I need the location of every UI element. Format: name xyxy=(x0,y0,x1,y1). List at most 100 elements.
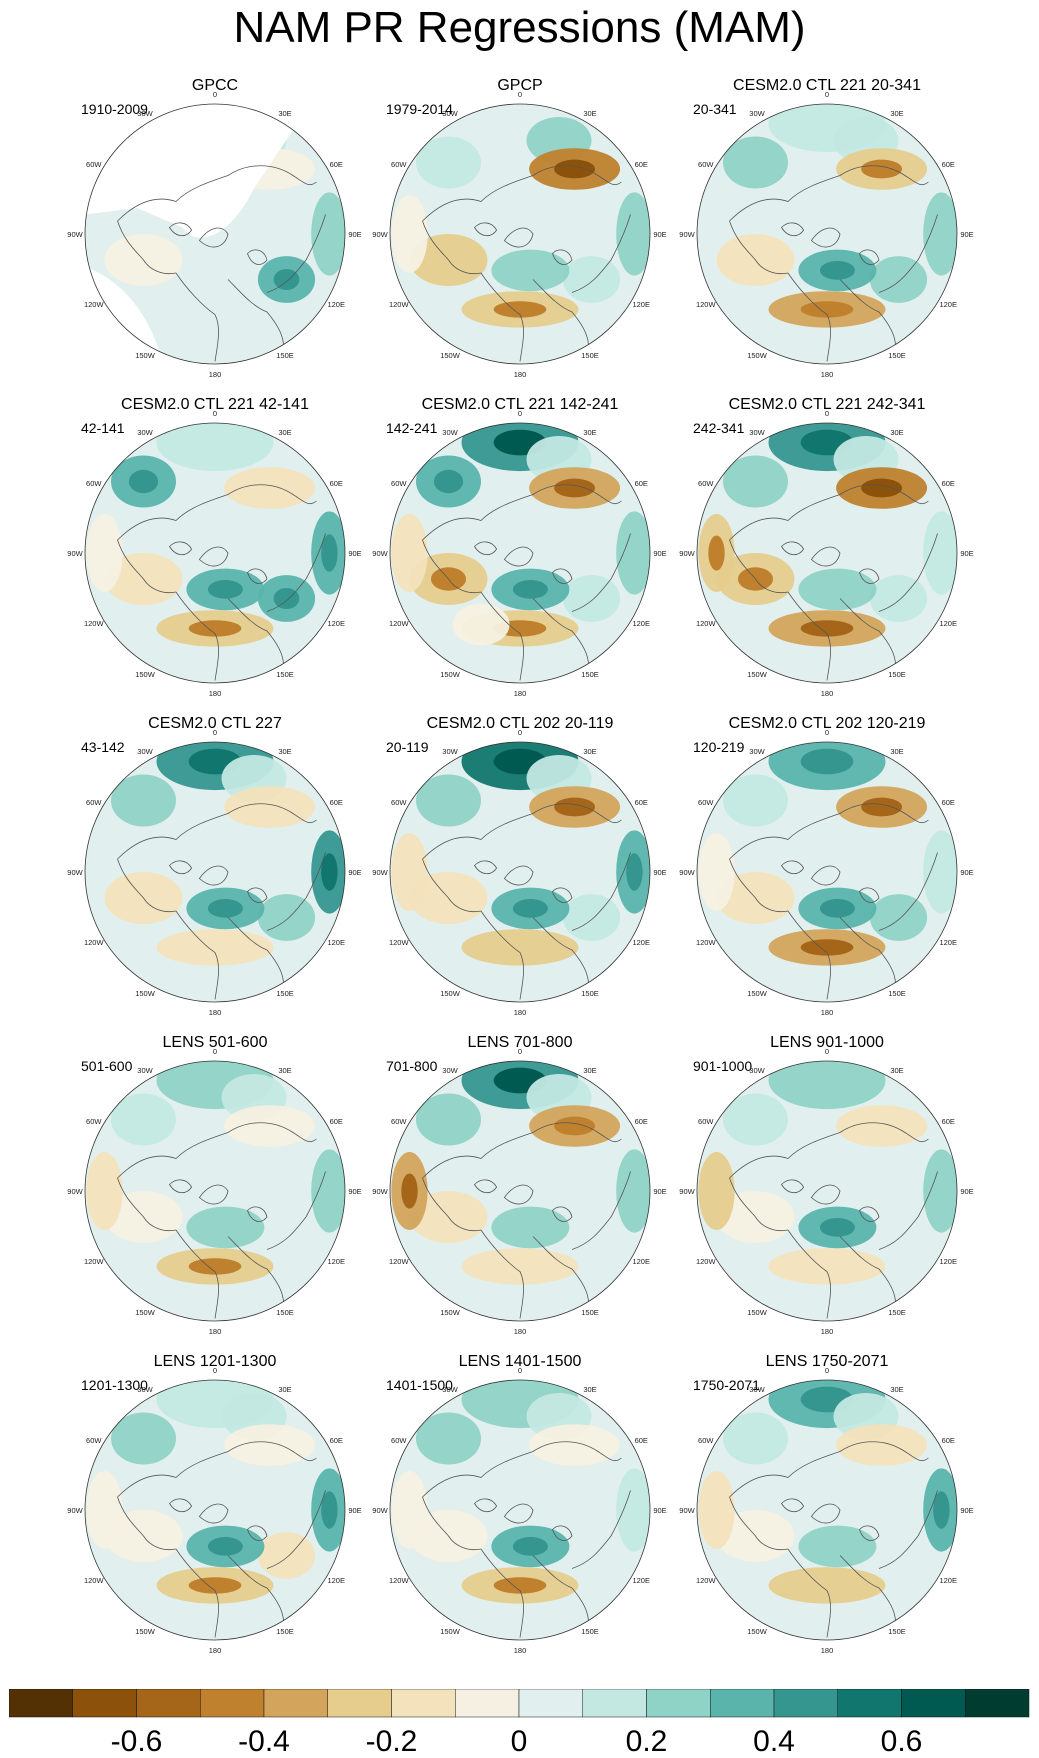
longitude-label: 120W xyxy=(389,300,410,309)
coastline xyxy=(422,1496,482,1551)
longitude-label: 60W xyxy=(698,1117,714,1126)
longitude-label: 30W xyxy=(442,1385,458,1394)
regression-contour xyxy=(257,1532,316,1579)
longitude-label: 90W xyxy=(679,868,695,877)
regression-contour xyxy=(923,1149,957,1233)
longitude-label: 60W xyxy=(391,160,407,169)
coastline xyxy=(552,887,573,903)
coastline xyxy=(247,1206,268,1222)
longitude-label: 0 xyxy=(518,409,522,418)
map-outline xyxy=(389,741,651,1003)
regression-contour xyxy=(512,1537,548,1556)
regression-contour xyxy=(512,899,548,918)
longitude-label: 150W xyxy=(747,1627,768,1636)
coastline xyxy=(198,865,229,886)
coastline xyxy=(480,591,524,681)
panel-title: CESM2.0 CTL 221 42-141 xyxy=(121,396,309,413)
coastline xyxy=(729,858,789,913)
regression-contour xyxy=(86,514,123,592)
longitude-label: 60W xyxy=(698,479,714,488)
coastline xyxy=(780,860,805,875)
longitude-label: 60W xyxy=(86,1436,102,1445)
map-panel: GPCC 1910-2009 180 150E 120E 90E 60E 30E 0 30W 60W… xyxy=(67,77,361,379)
regression-contour xyxy=(321,534,338,572)
longitude-label: 90E xyxy=(960,1187,973,1196)
longitude-label: 150W xyxy=(747,670,768,679)
coastline xyxy=(839,598,897,677)
map-panel: CESM2.0 CTL 221 20-341 20-341 180 150E 120E 9… xyxy=(679,77,973,379)
regression-contour xyxy=(768,1061,886,1110)
longitude-label: 60W xyxy=(391,1117,407,1126)
longitude-label: 120E xyxy=(327,300,345,309)
coastline xyxy=(810,1503,841,1524)
map-panel: LENS 701-800 701-800 180 150E 120E 90E 60E 30E 0… xyxy=(372,1034,666,1336)
map-panel: CESM2.0 CTL 221 42-141 42-141 180 150E 120E 9… xyxy=(67,396,361,698)
longitude-label: 90W xyxy=(372,868,388,877)
longitude-label: 30W xyxy=(749,1066,765,1075)
coastline xyxy=(198,546,229,567)
regression-contour xyxy=(798,1525,877,1568)
regression-contour xyxy=(257,894,316,941)
longitude-label: 120W xyxy=(696,1576,717,1585)
coastline xyxy=(227,1236,285,1315)
regression-contour xyxy=(321,853,338,891)
coastline xyxy=(729,220,789,275)
longitude-label: 180 xyxy=(821,370,834,379)
longitude-label: 60W xyxy=(391,1436,407,1445)
longitude-label: 120W xyxy=(84,1257,105,1266)
regression-contour xyxy=(798,568,877,611)
coastline xyxy=(422,539,482,594)
coastline xyxy=(175,591,219,681)
coastline xyxy=(839,1236,897,1315)
longitude-label: 150W xyxy=(135,351,156,360)
map-panel: CESM2.0 CTL 221 142-241 142-241 180 150E 120… xyxy=(372,396,666,698)
map-panel: CESM2.0 CTL 221 242-341 242-341 180 150E 120… xyxy=(679,396,973,698)
regression-contour xyxy=(554,797,596,817)
regression-contour xyxy=(186,1206,265,1249)
colorbar-swatch xyxy=(72,1689,137,1718)
longitude-label: 150E xyxy=(888,670,906,679)
coastline xyxy=(473,541,498,556)
coastline xyxy=(729,1496,789,1551)
coastline xyxy=(571,852,631,931)
map-outline xyxy=(84,422,346,684)
longitude-label: 0 xyxy=(213,1047,217,1056)
colorbar-tick-label: 0.6 xyxy=(881,1725,923,1757)
coastline xyxy=(473,860,498,875)
coastline xyxy=(729,539,789,594)
regression-contour xyxy=(723,455,788,508)
coastline xyxy=(168,222,193,237)
coastline xyxy=(168,1498,193,1513)
longitude-label: 180 xyxy=(821,1327,834,1336)
colorbar: -0.6 -0.4 -0.2 0 0.2 0.4 0.6 xyxy=(9,1689,1030,1757)
longitude-label: 0 xyxy=(518,1047,522,1056)
longitude-label: 60E xyxy=(330,479,343,488)
longitude-label: 120E xyxy=(939,1257,957,1266)
longitude-label: 150E xyxy=(581,670,599,679)
colorbar-swatch xyxy=(710,1689,775,1718)
coastline xyxy=(878,1171,938,1250)
regression-contour xyxy=(562,575,621,622)
map-outline xyxy=(696,741,958,1003)
longitude-label: 0 xyxy=(213,728,217,737)
longitude-label: 60W xyxy=(86,1117,102,1126)
regression-contour xyxy=(562,256,621,303)
map-panel: LENS 1401-1500 1401-1500 180 150E 120E 90E 60E… xyxy=(372,1353,666,1655)
longitude-label: 150W xyxy=(440,1308,461,1317)
longitude-label: 180 xyxy=(209,1327,222,1336)
coastline xyxy=(532,598,590,677)
longitude-label: 150E xyxy=(276,670,294,679)
regression-contour xyxy=(391,514,428,592)
longitude-label: 30E xyxy=(890,747,903,756)
colorbar-swatch xyxy=(9,1689,73,1718)
longitude-label: 30W xyxy=(749,747,765,756)
map-outline xyxy=(84,103,346,365)
regression-contour xyxy=(529,1424,621,1466)
longitude-label: 120E xyxy=(632,619,650,628)
coastline xyxy=(571,214,631,293)
longitude-label: 30E xyxy=(890,1385,903,1394)
longitude-label: 60E xyxy=(942,479,955,488)
regression-contour xyxy=(723,1093,788,1146)
map-outline xyxy=(696,422,958,684)
coastline xyxy=(117,539,177,594)
